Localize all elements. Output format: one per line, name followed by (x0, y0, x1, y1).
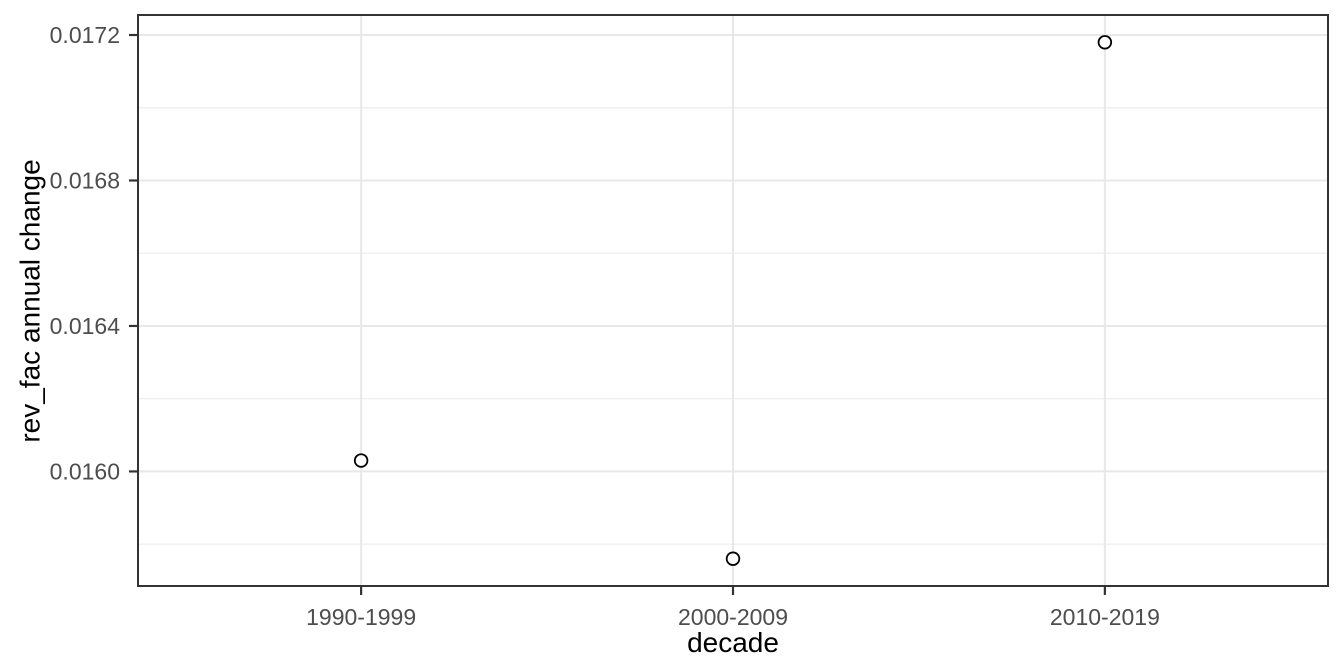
x-tick-label: 2000-2009 (678, 604, 788, 630)
data-point (1097, 35, 1113, 50)
y-axis-tick-labels: 0.0160 0.0164 0.0168 0.0172 (50, 22, 121, 484)
axis-tick-marks (129, 33, 1106, 595)
y-tick-label: 0.0164 (50, 313, 121, 339)
data-point (725, 551, 741, 566)
x-tick-label: 1990-1999 (306, 604, 416, 630)
data-point (353, 453, 369, 468)
y-tick-label: 0.0168 (50, 167, 120, 193)
x-axis-title: decade (687, 627, 779, 658)
y-tick-label: 0.0172 (50, 22, 120, 48)
y-tick-label: 0.0160 (50, 458, 120, 484)
x-tick-label: 2010-2019 (1050, 604, 1160, 630)
grid-major-lines (138, 15, 1328, 586)
data-points (353, 35, 1113, 566)
x-axis-tick-labels: 1990-1999 2000-2009 2010-2019 (306, 604, 1160, 630)
y-axis-title: rev_fac annual change (15, 159, 46, 442)
